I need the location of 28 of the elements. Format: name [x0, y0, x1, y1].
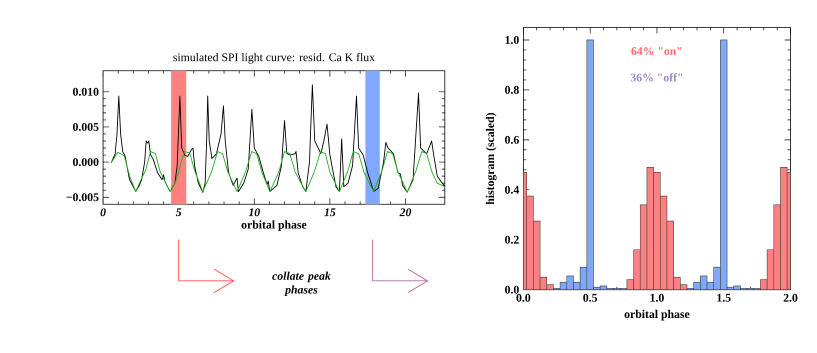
x-tick-label: 2.0 — [784, 294, 798, 302]
annotation: 64% "on" — [631, 47, 682, 56]
x-tick-label: 5 — [176, 208, 182, 216]
x-tick-label: 0.5 — [583, 294, 598, 302]
y-tick-label: 0.6 — [505, 136, 519, 144]
x-tick-label: 0 — [100, 208, 106, 216]
x-tick-label: 15 — [324, 208, 336, 216]
text: collate peak phases — [272, 272, 331, 296]
x-tick-label: 0.0 — [516, 294, 530, 302]
x-tick-label: 1.0 — [650, 294, 664, 302]
annotation: 36% "off" — [630, 73, 682, 82]
line-series — [110, 151, 446, 193]
chart-title: simulated SPI light curve: resid. Ca K flux — [173, 53, 375, 64]
x-axis-title: orbital phase — [624, 310, 690, 321]
x-axis-title: orbital phase — [242, 220, 306, 232]
y-tick-label: 0.010 — [72, 88, 99, 96]
y-axis-title: histogram (scaled) — [486, 113, 497, 205]
y-tick-label: 1.0 — [506, 36, 519, 44]
y-tick-label: 0.005 — [72, 123, 99, 132]
x-tick-label: 10 — [248, 208, 260, 216]
y-tick-label: 0.4 — [505, 186, 520, 194]
y-tick-label: 0.000 — [72, 158, 99, 166]
x-tick-label: 1.5 — [717, 294, 731, 302]
x-tick-label: 20 — [399, 208, 412, 216]
y-tick-label: 0.2 — [505, 236, 519, 244]
y-tick-label: −0.005 — [66, 193, 99, 202]
y-tick-label: 0.8 — [505, 86, 519, 94]
y-tick-label: 0.0 — [505, 286, 519, 294]
